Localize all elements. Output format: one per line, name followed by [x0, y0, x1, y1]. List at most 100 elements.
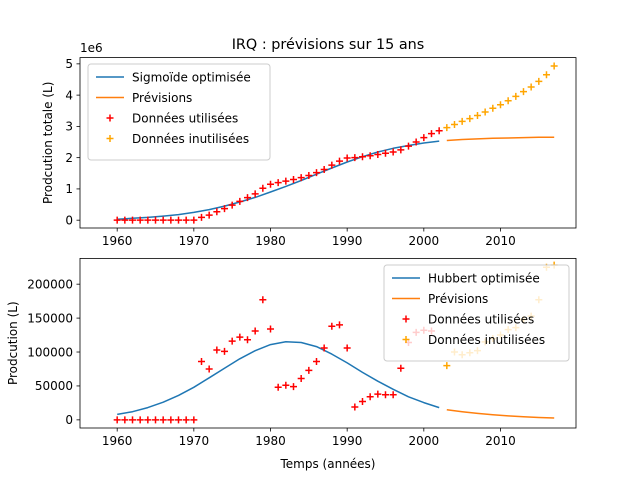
- data-point-donnees-utilisees: [313, 169, 321, 177]
- x-tick-label: 1990: [332, 234, 363, 248]
- data-point-donnees-inutilisees: [535, 77, 543, 85]
- legend-frame: [87, 63, 271, 161]
- legend-frame: [383, 264, 570, 362]
- data-point-donnees-inutilisees: [443, 124, 451, 132]
- legend-entry-label: Données inutilisées: [428, 333, 545, 347]
- data-point-donnees-utilisees: [259, 184, 267, 192]
- data-point-donnees-utilisees: [136, 416, 144, 424]
- plot-area: [113, 261, 558, 424]
- legend-entry-label: Données utilisées: [428, 312, 534, 326]
- data-point-donnees-inutilisees: [489, 104, 497, 112]
- y-tick-label: 3: [65, 120, 73, 134]
- data-point-donnees-utilisees: [244, 336, 252, 344]
- data-point-donnees-utilisees: [190, 416, 198, 424]
- y-axis-label: Prodcution (L): [6, 301, 20, 385]
- data-point-donnees-utilisees: [198, 213, 206, 221]
- x-tick-label: 2010: [485, 234, 516, 248]
- data-point-donnees-utilisees: [351, 154, 359, 162]
- data-point-donnees-utilisees: [267, 180, 275, 188]
- data-point-donnees-inutilisees: [504, 97, 512, 105]
- data-point-donnees-utilisees: [205, 365, 213, 373]
- data-point-donnees-utilisees: [213, 208, 221, 216]
- data-point-donnees-utilisees: [404, 142, 412, 150]
- data-point-donnees-utilisees: [129, 216, 137, 224]
- data-point-donnees-inutilisees: [473, 111, 481, 119]
- data-point-donnees-utilisees: [113, 216, 121, 224]
- data-point-donnees-utilisees: [274, 179, 282, 187]
- data-point-donnees-utilisees: [182, 416, 190, 424]
- data-point-donnees-inutilisees: [481, 108, 489, 116]
- data-point-donnees-utilisees: [152, 216, 160, 224]
- axes-frame: [79, 257, 577, 429]
- data-point-donnees-utilisees: [267, 325, 275, 333]
- legend-entry-label: Prévisions: [428, 292, 488, 306]
- data-point-donnees-utilisees: [121, 216, 129, 224]
- x-tick-label: 1980: [255, 234, 286, 248]
- data-point-donnees-utilisees: [412, 138, 420, 146]
- data-point-donnees-utilisees: [259, 296, 267, 304]
- data-point-donnees-utilisees: [282, 177, 290, 185]
- plot-area: [113, 62, 558, 224]
- data-point-donnees-utilisees: [144, 416, 152, 424]
- data-point-donnees-inutilisees: [512, 92, 520, 100]
- data-point-donnees-utilisees: [290, 176, 298, 184]
- data-point-donnees-utilisees: [435, 127, 443, 135]
- axis-ticks: 1960 1970 1980 1990 2000 2010 0 50000 100000 1500…: [27, 277, 516, 448]
- data-point-donnees-utilisees: [152, 416, 160, 424]
- y-tick-label: 0: [65, 413, 73, 427]
- x-tick-label: 2010: [485, 434, 516, 448]
- data-point-donnees-inutilisees: [550, 62, 558, 70]
- data-point-donnees-utilisees: [244, 194, 252, 202]
- y-tick-label: 50000: [35, 379, 73, 393]
- x-tick-label: 2000: [409, 434, 440, 448]
- data-point-donnees-utilisees: [221, 205, 229, 213]
- data-point-donnees-utilisees: [374, 390, 382, 398]
- data-point-donnees-utilisees: [351, 403, 359, 411]
- data-point-donnees-utilisees: [389, 148, 397, 156]
- y-tick-label: 1: [65, 182, 73, 196]
- data-point-donnees-utilisees: [366, 393, 374, 401]
- legend-entry-label: Données utilisées: [132, 111, 238, 125]
- data-point-donnees-inutilisees: [450, 121, 458, 129]
- data-point-donnees-utilisees: [328, 161, 336, 169]
- data-point-donnees-utilisees: [381, 391, 389, 399]
- legend-entry-label: Hubbert optimisée: [428, 271, 540, 285]
- data-point-donnees-utilisees: [297, 174, 305, 182]
- data-point-donnees-utilisees: [297, 374, 305, 382]
- y-tick-label: 150000: [27, 311, 73, 325]
- data-point-donnees-utilisees: [366, 152, 374, 160]
- legend: Hubbert optimisée Prévisions Données utili…: [383, 264, 570, 362]
- top-subplot-cumulative-production: 1e6 1960 1970 1980 1990 2000 2010 0 1 2 3 4 5 Prodc…: [41, 41, 577, 248]
- data-point-donnees-utilisees: [251, 190, 259, 198]
- x-tick-label: 1970: [179, 234, 210, 248]
- x-tick-label: 1960: [102, 434, 133, 448]
- data-point-donnees-utilisees: [320, 166, 328, 174]
- x-tick-label: 1980: [255, 434, 286, 448]
- data-point-donnees-utilisees: [290, 383, 298, 391]
- data-point-donnees-inutilisees: [519, 88, 527, 96]
- data-point-donnees-utilisees: [420, 134, 428, 142]
- data-point-donnees-utilisees: [221, 347, 229, 355]
- data-point-donnees-utilisees: [144, 216, 152, 224]
- data-point-donnees-inutilisees: [542, 71, 550, 79]
- data-point-donnees-inutilisees: [443, 362, 451, 370]
- legend-handle-marker: [402, 315, 410, 323]
- data-point-donnees-utilisees: [136, 216, 144, 224]
- data-point-donnees-utilisees: [358, 398, 366, 406]
- data-point-donnees-utilisees: [335, 321, 343, 329]
- legend-entry-label: Prévisions: [132, 91, 192, 105]
- data-point-donnees-utilisees: [335, 157, 343, 165]
- data-point-donnees-utilisees: [175, 416, 183, 424]
- series-line-previsions: [446, 408, 555, 419]
- data-point-donnees-utilisees: [175, 216, 183, 224]
- data-point-donnees-utilisees: [228, 201, 236, 209]
- data-point-donnees-utilisees: [358, 153, 366, 161]
- y-axis-label: Prodcution totale (L): [41, 82, 55, 204]
- figure-title: IRQ : prévisions sur 15 ans: [232, 37, 425, 53]
- y-tick-label: 0: [65, 213, 73, 227]
- x-tick-label: 2000: [409, 234, 440, 248]
- y-tick-label: 4: [65, 88, 73, 102]
- legend: Sigmoïde optimisée Prévisions Données util…: [87, 63, 271, 161]
- data-point-donnees-utilisees: [343, 154, 351, 162]
